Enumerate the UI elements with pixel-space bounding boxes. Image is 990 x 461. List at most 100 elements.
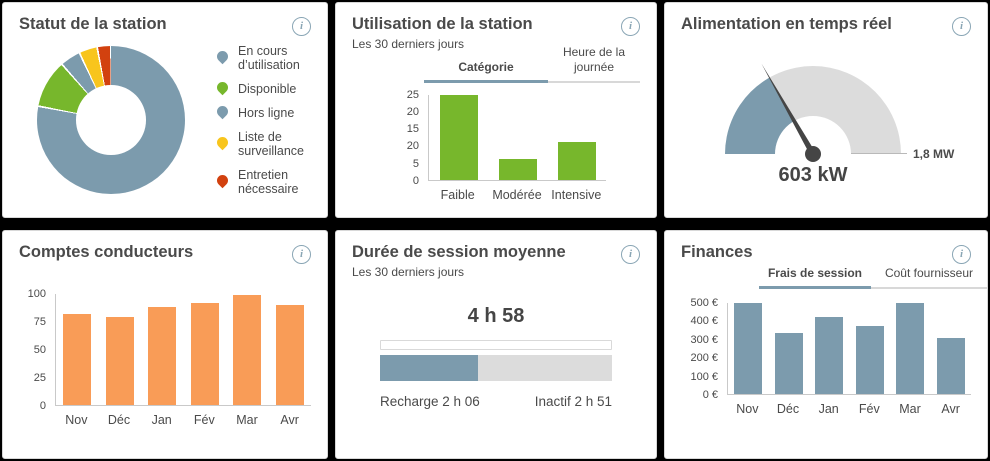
y-tick-label: 0	[412, 174, 419, 187]
info-icon[interactable]: i	[621, 17, 640, 36]
legend-item: Hors ligne	[214, 103, 311, 120]
y-tick-label: 300 €	[690, 333, 718, 346]
legend-label: Entretien nécessaire	[238, 168, 299, 196]
finance-bar-chart: 500 € 400 € 300 € 200 € 100 € 0 € Nov Déc Jan Fév…	[681, 297, 971, 416]
card-header: Finances i	[681, 243, 971, 264]
x-tick-label: Modérée	[492, 187, 542, 202]
legend-item: Liste de surveillance	[214, 130, 311, 158]
session-segment-labels: Recharge 2 h 06 Inactif 2 h 51	[380, 394, 612, 409]
bar	[275, 305, 304, 405]
card-title: Statut de la station	[19, 15, 167, 33]
x-tick-label: Mar	[236, 413, 258, 427]
status-legend: En cours d’utilisation Disponible Hors lig…	[214, 44, 311, 196]
x-tick-label: Avr	[941, 402, 960, 416]
chart-main: 100 75 50 25 0	[19, 288, 311, 412]
plot-area	[55, 294, 311, 406]
card-title: Comptes conducteurs	[19, 243, 194, 261]
y-tick-label: 5	[412, 157, 419, 170]
legend-item: Disponible	[214, 79, 311, 96]
tab-categorie[interactable]: Catégorie	[424, 45, 548, 83]
x-tick-label: Déc	[776, 402, 800, 416]
bar	[190, 302, 219, 405]
status-chart-body: En cours d’utilisation Disponible Hors lig…	[19, 44, 311, 196]
card-average-session: Durée de session moyenne Les 30 derniers…	[335, 230, 657, 459]
info-icon[interactable]: i	[292, 17, 311, 36]
x-tick-label: Fév	[858, 402, 880, 416]
x-tick-label: Nov	[65, 413, 88, 427]
y-tick-label: 75	[33, 316, 46, 328]
bar	[936, 337, 965, 394]
y-axis: 25 20 15 20 5 0	[398, 89, 428, 187]
legend-label: Disponible	[238, 82, 297, 96]
card-subtitle: Les 30 derniers jours	[352, 264, 465, 279]
bar	[734, 303, 763, 394]
tab-label: Catégorie	[458, 59, 514, 74]
info-icon[interactable]: i	[621, 245, 640, 264]
bar	[774, 333, 803, 394]
legend-pin-icon	[214, 134, 231, 151]
charging-label: Recharge 2 h 06	[380, 393, 480, 409]
info-icon[interactable]: i	[952, 17, 971, 36]
card-header: Statut de la station i	[19, 15, 311, 36]
gauge-dial	[725, 66, 901, 162]
y-tick-label: 15	[406, 123, 419, 136]
x-axis-labels: Faible Modérée Intensive	[428, 181, 606, 202]
y-tick-label: 100 €	[690, 370, 718, 383]
tab-heure-de-la-journee[interactable]: Heure de la journée	[548, 45, 640, 83]
legend-pin-icon	[214, 103, 231, 120]
info-icon[interactable]: i	[292, 245, 311, 264]
y-axis: 100 75 50 25 0	[19, 288, 55, 412]
x-tick-label: Déc	[107, 413, 131, 427]
legend-pin-icon	[214, 172, 231, 189]
x-axis-labels: Nov Déc Jan Fév Mar Avr	[55, 406, 311, 427]
x-tick-label: Fév	[193, 413, 215, 427]
y-tick-label: 20	[406, 140, 419, 153]
bar	[498, 159, 537, 180]
info-icon[interactable]: i	[952, 245, 971, 264]
x-tick-label: Faible	[440, 187, 475, 202]
card-header: Alimentation en temps réel i	[681, 15, 971, 36]
card-finances: Finances i Frais de session Coût fournis…	[664, 230, 988, 459]
idle-label: Inactif 2 h 51	[534, 393, 612, 409]
x-tick-label: Nov	[736, 402, 759, 416]
bar	[815, 316, 844, 394]
session-duration-widget: 4 h 58 Recharge 2 h 06 Inactif 2 h 51	[380, 305, 612, 409]
card-title: Durée de session moyenne	[352, 243, 566, 261]
card-driver-accounts: Comptes conducteurs i 100 75 50 25 0 Nov Déc Ja…	[2, 230, 328, 459]
card-realtime-power: Alimentation en temps réel i 1,8 MW 603 …	[664, 2, 988, 218]
tab-frais-de-session[interactable]: Frais de session	[759, 266, 871, 289]
x-axis-labels: Nov Déc Jan Fév Mar Avr	[727, 395, 971, 416]
plot-area	[727, 303, 971, 395]
bar	[855, 325, 884, 394]
drivers-bar-chart: 100 75 50 25 0 Nov Déc Jan Fév Mar Avr	[19, 288, 311, 427]
bar	[896, 303, 925, 394]
bar	[233, 295, 262, 405]
card-title: Finances	[681, 243, 753, 261]
x-tick-label: Mar	[899, 402, 921, 416]
y-tick-label: 500 €	[690, 297, 718, 309]
bar-segment	[478, 354, 612, 381]
plot-area	[428, 94, 606, 181]
finance-tabs: Frais de session Coût fournisseur	[681, 266, 987, 289]
legend-pin-icon	[214, 79, 231, 96]
gauge-value-label: 603 kW	[778, 164, 848, 186]
y-tick-label: 200 €	[690, 352, 718, 365]
card-title: Utilisation de la station	[352, 15, 533, 33]
card-header: Durée de session moyenne Les 30 derniers…	[352, 243, 640, 279]
y-tick-label: 100	[27, 288, 46, 300]
gauge-hub-icon	[805, 146, 821, 162]
y-tick-label: 25	[33, 372, 46, 384]
tab-cout-fournisseur[interactable]: Coût fournisseur	[871, 266, 987, 289]
power-gauge: 1,8 MW 603 kW	[681, 58, 971, 198]
tab-label: Frais de session	[767, 266, 863, 280]
card-station-status: Statut de la station i En cours d’utilis…	[2, 2, 328, 218]
y-tick-label: 0	[39, 400, 46, 412]
tab-label: Coût fournisseur	[884, 266, 974, 280]
legend-pin-icon	[214, 48, 231, 65]
card-header: Comptes conducteurs i	[19, 243, 311, 264]
legend-label: Hors ligne	[238, 106, 295, 120]
bar	[105, 317, 134, 405]
x-tick-label: Jan	[818, 402, 839, 416]
y-axis: 500 € 400 € 300 € 200 € 100 € 0 €	[681, 297, 727, 401]
gauge-max-line	[851, 153, 907, 154]
